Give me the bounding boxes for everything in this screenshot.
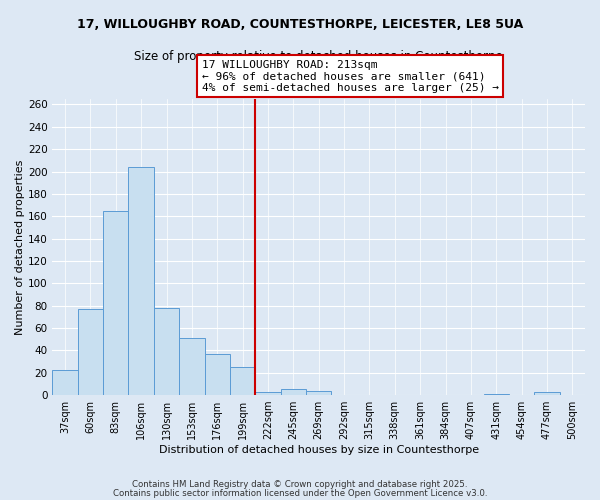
Bar <box>306 390 331 395</box>
Bar <box>128 167 154 395</box>
Title: Size of property relative to detached houses in Countesthorpe: Size of property relative to detached ho… <box>134 50 503 63</box>
Y-axis label: Number of detached properties: Number of detached properties <box>15 160 25 334</box>
Bar <box>484 394 509 395</box>
Bar <box>78 309 103 395</box>
Bar <box>154 308 179 395</box>
Bar <box>103 210 128 395</box>
Text: Contains public sector information licensed under the Open Government Licence v3: Contains public sector information licen… <box>113 490 487 498</box>
Bar <box>281 390 306 395</box>
Bar <box>230 367 255 395</box>
Text: 17 WILLOUGHBY ROAD: 213sqm
← 96% of detached houses are smaller (641)
4% of semi: 17 WILLOUGHBY ROAD: 213sqm ← 96% of deta… <box>202 60 499 93</box>
Text: 17, WILLOUGHBY ROAD, COUNTESTHORPE, LEICESTER, LE8 5UA: 17, WILLOUGHBY ROAD, COUNTESTHORPE, LEIC… <box>77 18 523 30</box>
Text: Contains HM Land Registry data © Crown copyright and database right 2025.: Contains HM Land Registry data © Crown c… <box>132 480 468 489</box>
Bar <box>534 392 560 395</box>
Bar <box>255 392 281 395</box>
Bar <box>205 354 230 395</box>
Bar <box>179 338 205 395</box>
Bar <box>52 370 78 395</box>
X-axis label: Distribution of detached houses by size in Countesthorpe: Distribution of detached houses by size … <box>158 445 479 455</box>
